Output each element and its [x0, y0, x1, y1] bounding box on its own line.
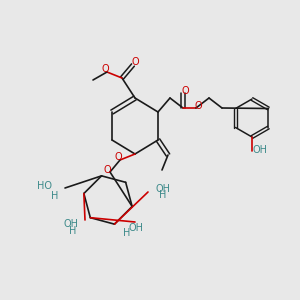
Text: H: H: [123, 228, 131, 238]
Text: H: H: [159, 190, 167, 200]
Text: OH: OH: [253, 145, 268, 155]
Text: O: O: [181, 86, 189, 96]
Text: O: O: [103, 165, 111, 175]
Text: H: H: [69, 226, 77, 236]
Text: OH: OH: [128, 223, 143, 233]
Text: HO: HO: [37, 181, 52, 191]
Text: OH: OH: [63, 219, 78, 229]
Text: O: O: [194, 101, 202, 111]
Text: O: O: [101, 64, 109, 74]
Text: OH: OH: [155, 184, 170, 194]
Text: O: O: [131, 57, 139, 67]
Text: O: O: [114, 152, 122, 162]
Text: H: H: [51, 191, 59, 201]
